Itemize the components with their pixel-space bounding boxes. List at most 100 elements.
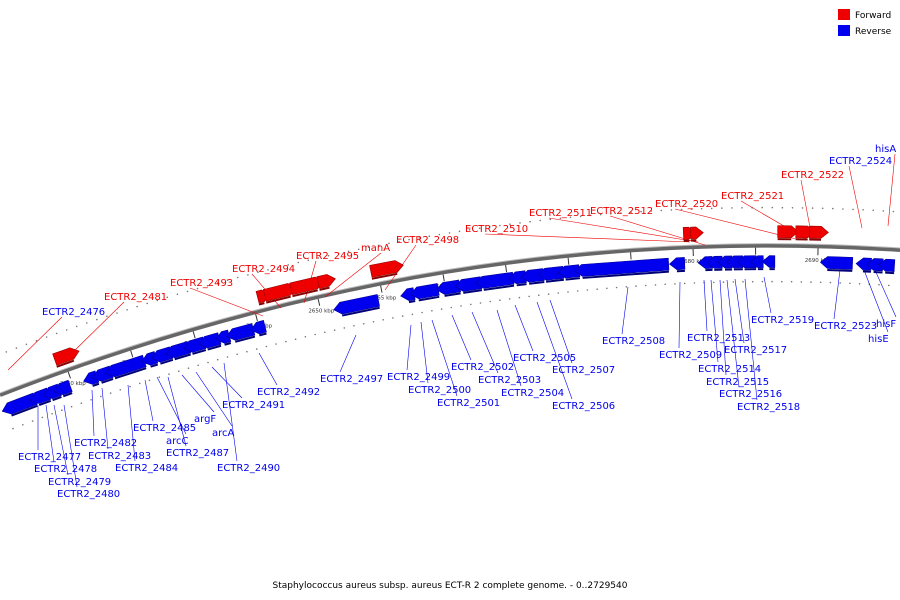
guide-dot (176, 293, 179, 296)
guide-dot (156, 299, 159, 302)
reverse-label-connector (258, 352, 278, 386)
guide-dot (499, 224, 501, 227)
forward-gene[interactable] (369, 260, 404, 278)
forward-gene[interactable] (777, 225, 799, 239)
gene-shadow (827, 269, 853, 272)
reverse-gene[interactable] (717, 255, 733, 269)
forward-gene-label: manA (361, 243, 390, 254)
reverse-gene[interactable] (410, 283, 440, 300)
guide-dot (801, 207, 804, 209)
gene-shadow (319, 286, 330, 291)
reverse-gene[interactable] (53, 379, 73, 396)
guide-dot (226, 356, 229, 358)
forward-gene-label: ECTR2_2511 (529, 208, 592, 219)
scale-tick (130, 350, 134, 358)
gene-shadow (258, 302, 265, 306)
guide-dot (518, 296, 521, 299)
forward-gene-label: ECTR2_2493 (170, 278, 233, 289)
reverse-label-connector (863, 269, 889, 333)
guide-dot (549, 218, 552, 221)
reverse-gene[interactable] (557, 264, 581, 279)
guide-dot (528, 295, 530, 298)
guide-dot (519, 222, 521, 224)
forward-gene[interactable] (690, 226, 704, 240)
reverse-gene[interactable] (669, 257, 686, 271)
gene-shadow (174, 353, 192, 361)
forward-label-connector (548, 217, 699, 243)
guide-dot (448, 232, 451, 234)
forward-gene[interactable] (808, 225, 829, 239)
reverse-label-connector (734, 278, 745, 344)
guide-dot (431, 310, 433, 312)
guide-dot (529, 220, 531, 223)
reverse-gene[interactable] (736, 255, 757, 269)
reverse-gene[interactable] (866, 258, 884, 272)
forward-gene[interactable] (52, 347, 80, 366)
guide-dot (547, 293, 550, 295)
guide-dot (408, 238, 410, 241)
reverse-gene[interactable] (819, 256, 854, 270)
guide-dot (324, 331, 326, 334)
guide-dot (5, 351, 8, 353)
reverse-label-connector (420, 321, 429, 384)
reverse-label-connector (744, 278, 758, 401)
guide-dot (559, 217, 562, 220)
reverse-gene[interactable] (520, 268, 545, 283)
reverse-gene[interactable] (726, 255, 744, 269)
reverse-gene[interactable] (183, 336, 207, 353)
forward-gene[interactable] (316, 274, 336, 289)
guide-dot (858, 283, 861, 285)
reverse-gene[interactable] (574, 257, 670, 277)
reverse-gene[interactable] (697, 256, 713, 269)
reverse-gene[interactable] (508, 270, 527, 285)
reverse-gene[interactable] (855, 257, 872, 271)
forward-label-connector (189, 287, 264, 317)
reverse-gene[interactable] (537, 266, 565, 281)
reverse-gene[interactable] (151, 346, 174, 363)
guide-dot (368, 246, 370, 248)
forward-gene-label: ECTR2_2481 (104, 292, 167, 303)
gene-shadow (38, 399, 52, 407)
reverse-gene[interactable] (454, 276, 483, 292)
reverse-gene-label: ECTR2_2516 (719, 389, 782, 400)
guide-dot (674, 283, 676, 285)
reverse-gene[interactable] (761, 255, 776, 268)
dotted-guides (5, 206, 895, 430)
reverse-gene[interactable] (706, 255, 723, 269)
reverse-gene[interactable] (105, 354, 147, 378)
guide-dot (468, 229, 471, 231)
reverse-gene[interactable] (165, 341, 192, 359)
reverse-gene[interactable] (877, 258, 896, 272)
reverse-gene[interactable] (436, 279, 461, 295)
guide-dot (287, 264, 290, 266)
reverse-gene[interactable] (226, 323, 256, 341)
guide-dot (849, 282, 851, 285)
reverse-gene[interactable] (750, 255, 764, 268)
guide-dot (15, 347, 18, 349)
reverse-gene[interactable] (400, 287, 416, 301)
gene-shadow (92, 382, 100, 387)
reverse-gene[interactable] (333, 294, 380, 315)
guide-dot (683, 282, 686, 285)
reverse-gene[interactable] (215, 329, 232, 344)
guide-dot (842, 208, 844, 210)
reverse-gene-label: ECTR2_2499 (387, 372, 450, 383)
reverse-gene[interactable] (198, 332, 222, 349)
gene-shadow (160, 358, 174, 365)
forward-gene-label: ECTR2_2522 (781, 170, 844, 181)
guide-dot (450, 306, 453, 309)
reverse-gene[interactable] (1, 392, 38, 415)
reverse-gene-label: argF (194, 414, 216, 425)
forward-label-connector (7, 316, 63, 371)
reverse-gene[interactable] (475, 271, 515, 289)
legend-reverse-label: Reverse (855, 27, 892, 37)
guide-dot (440, 308, 443, 310)
guide-dot (206, 284, 209, 287)
guide-dot (606, 287, 608, 290)
guide-dot (158, 376, 161, 379)
guide-dot (610, 213, 612, 215)
reverse-gene[interactable] (250, 320, 267, 335)
reverse-gene-label: ECTR2_2508 (602, 336, 665, 347)
guide-dot (479, 302, 482, 304)
reverse-label-connector (211, 366, 243, 399)
